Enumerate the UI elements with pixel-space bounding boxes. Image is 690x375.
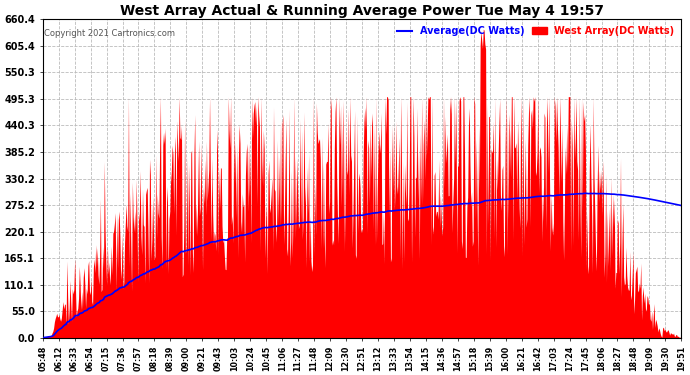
Text: Copyright 2021 Cartronics.com: Copyright 2021 Cartronics.com (44, 29, 175, 38)
Title: West Array Actual & Running Average Power Tue May 4 19:57: West Array Actual & Running Average Powe… (120, 4, 604, 18)
Legend: Average(DC Watts), West Array(DC Watts): Average(DC Watts), West Array(DC Watts) (395, 24, 676, 38)
